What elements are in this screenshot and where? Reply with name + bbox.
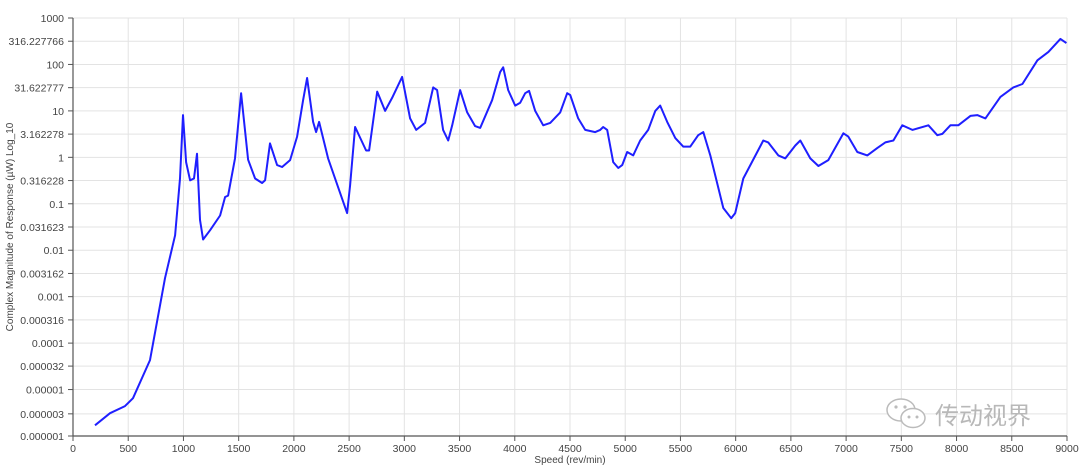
x-tick-label: 5000 xyxy=(614,443,638,455)
x-tick-label: 0 xyxy=(70,443,76,455)
y-tick-label: 0.00001 xyxy=(26,385,64,397)
y-tick-label: 316.227766 xyxy=(9,36,65,48)
x-tick-label: 500 xyxy=(119,443,137,455)
y-tick-label: 0.000316 xyxy=(20,315,64,327)
y-tick-label: 0.000032 xyxy=(20,361,64,373)
series-line xyxy=(94,37,1067,427)
x-tick-label: 2500 xyxy=(337,443,361,455)
x-tick-label: 3500 xyxy=(448,443,472,455)
y-tick-label: 0.316228 xyxy=(20,176,64,188)
y-tick-label: 0.000003 xyxy=(20,409,64,421)
x-tick-label: 4000 xyxy=(503,443,527,455)
x-axis-title: Speed (rev/min) xyxy=(534,455,605,465)
x-tick-label: 1500 xyxy=(227,443,251,455)
y-tick-label: 0.1 xyxy=(49,199,64,211)
y-axis-title: Complex Magnitude of Response (µW) Log_1… xyxy=(5,122,16,331)
y-tick-label: 0.01 xyxy=(44,245,65,257)
y-tick-label: 1 xyxy=(58,152,64,164)
x-tick-label: 5500 xyxy=(669,443,693,455)
x-axis-ticks: 0 500 1000 1500 2000 2500 3000 3500 4000 4500 5000… xyxy=(70,436,1079,455)
grid xyxy=(72,17,1068,437)
y-tick-label: 0.003162 xyxy=(20,268,64,280)
x-tick-label: 6000 xyxy=(724,443,748,455)
x-tick-label: 3000 xyxy=(393,443,417,455)
y-axis-ticks: 1000 316.227766 100 31.622777 10 3.162278 1 0.3… xyxy=(9,13,73,443)
y-tick-label: 100 xyxy=(46,59,64,71)
x-tick-label: 9000 xyxy=(1055,443,1079,455)
x-tick-label: 6500 xyxy=(779,443,803,455)
y-tick-label: 31.622777 xyxy=(14,83,64,95)
wechat-icon xyxy=(886,397,926,428)
x-tick-label: 2000 xyxy=(282,443,306,455)
y-tick-label: 0.000001 xyxy=(20,431,64,443)
x-tick-label: 7000 xyxy=(834,443,858,455)
y-tick-label: 1000 xyxy=(41,13,65,25)
y-tick-label: 0.0001 xyxy=(32,338,64,350)
x-tick-label: 1000 xyxy=(172,443,196,455)
x-tick-label: 4500 xyxy=(558,443,582,455)
y-tick-label: 0.031623 xyxy=(20,222,64,234)
x-tick-label: 8000 xyxy=(945,443,969,455)
x-tick-label: 7500 xyxy=(890,443,914,455)
y-tick-label: 0.001 xyxy=(38,292,64,304)
x-tick-label: 8500 xyxy=(1000,443,1024,455)
watermark-text: 传动视界 xyxy=(935,403,1031,430)
watermark: 传动视界 xyxy=(885,396,1031,431)
y-tick-label: 10 xyxy=(52,106,64,118)
y-tick-label: 3.162278 xyxy=(20,129,64,141)
